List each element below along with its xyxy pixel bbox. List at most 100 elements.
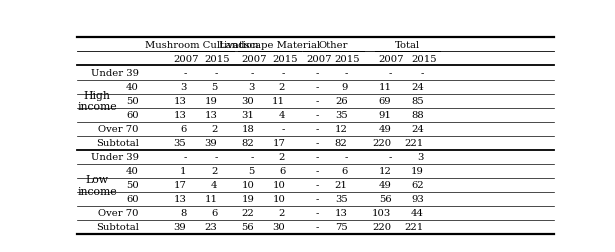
Text: 4: 4 bbox=[211, 180, 218, 190]
Text: 17: 17 bbox=[173, 180, 186, 190]
Text: Under 39: Under 39 bbox=[91, 152, 139, 162]
Text: Subtotal: Subtotal bbox=[96, 223, 139, 231]
Text: 221: 221 bbox=[405, 139, 424, 147]
Text: 1: 1 bbox=[180, 167, 186, 175]
Text: 30: 30 bbox=[272, 223, 285, 231]
Text: 5: 5 bbox=[248, 167, 254, 175]
Text: 6: 6 bbox=[180, 124, 186, 134]
Text: 49: 49 bbox=[379, 124, 391, 134]
Text: 13: 13 bbox=[173, 111, 186, 120]
Text: 23: 23 bbox=[205, 223, 218, 231]
Text: -: - bbox=[214, 152, 218, 162]
Text: -: - bbox=[282, 69, 285, 78]
Text: -: - bbox=[183, 69, 186, 78]
Text: -: - bbox=[183, 152, 186, 162]
Text: 30: 30 bbox=[242, 97, 254, 106]
Text: 50: 50 bbox=[126, 97, 139, 106]
Text: 6: 6 bbox=[341, 167, 347, 175]
Text: -: - bbox=[315, 139, 319, 147]
Text: 6: 6 bbox=[279, 167, 285, 175]
Text: 3: 3 bbox=[418, 152, 424, 162]
Text: 44: 44 bbox=[411, 208, 424, 217]
Text: 60: 60 bbox=[126, 195, 139, 203]
Text: 4: 4 bbox=[279, 111, 285, 120]
Text: 2007: 2007 bbox=[306, 55, 331, 64]
Text: 2: 2 bbox=[211, 167, 218, 175]
Text: 56: 56 bbox=[379, 195, 391, 203]
Text: Over 70: Over 70 bbox=[98, 124, 139, 134]
Text: -: - bbox=[315, 195, 319, 203]
Text: -: - bbox=[344, 69, 347, 78]
Text: 9: 9 bbox=[341, 83, 347, 92]
Text: 2015: 2015 bbox=[335, 55, 360, 64]
Text: 13: 13 bbox=[335, 208, 347, 217]
Text: 26: 26 bbox=[335, 97, 347, 106]
Text: 60: 60 bbox=[126, 111, 139, 120]
Text: 6: 6 bbox=[211, 208, 218, 217]
Text: 2: 2 bbox=[279, 152, 285, 162]
Text: 220: 220 bbox=[372, 139, 391, 147]
Text: -: - bbox=[315, 208, 319, 217]
Text: 3: 3 bbox=[248, 83, 254, 92]
Text: 13: 13 bbox=[173, 195, 186, 203]
Text: 24: 24 bbox=[411, 124, 424, 134]
Text: -: - bbox=[282, 124, 285, 134]
Text: 39: 39 bbox=[174, 223, 186, 231]
Text: 31: 31 bbox=[241, 111, 254, 120]
Text: -: - bbox=[344, 152, 347, 162]
Text: -: - bbox=[388, 152, 391, 162]
Text: 11: 11 bbox=[204, 195, 218, 203]
Text: 19: 19 bbox=[205, 97, 218, 106]
Text: -: - bbox=[315, 167, 319, 175]
Text: 82: 82 bbox=[335, 139, 347, 147]
Text: 22: 22 bbox=[242, 208, 254, 217]
Text: High
income: High income bbox=[77, 90, 117, 112]
Text: 12: 12 bbox=[379, 167, 391, 175]
Text: -: - bbox=[315, 180, 319, 190]
Text: 35: 35 bbox=[335, 111, 347, 120]
Text: 39: 39 bbox=[205, 139, 218, 147]
Text: 221: 221 bbox=[405, 223, 424, 231]
Text: Low
income: Low income bbox=[77, 174, 117, 196]
Text: 56: 56 bbox=[242, 223, 254, 231]
Text: 13: 13 bbox=[205, 111, 218, 120]
Text: 62: 62 bbox=[411, 180, 424, 190]
Text: 10: 10 bbox=[272, 195, 285, 203]
Text: -: - bbox=[315, 223, 319, 231]
Text: 10: 10 bbox=[272, 180, 285, 190]
Text: -: - bbox=[251, 69, 254, 78]
Text: 40: 40 bbox=[126, 83, 139, 92]
Text: Subtotal: Subtotal bbox=[96, 139, 139, 147]
Text: 5: 5 bbox=[211, 83, 218, 92]
Text: -: - bbox=[315, 124, 319, 134]
Text: 12: 12 bbox=[335, 124, 347, 134]
Text: 40: 40 bbox=[126, 167, 139, 175]
Text: 2007: 2007 bbox=[174, 55, 199, 64]
Text: 93: 93 bbox=[411, 195, 424, 203]
Text: Landscape Material: Landscape Material bbox=[219, 41, 320, 50]
Text: 2: 2 bbox=[211, 124, 218, 134]
Text: Other: Other bbox=[319, 41, 348, 50]
Text: 18: 18 bbox=[241, 124, 254, 134]
Text: 17: 17 bbox=[272, 139, 285, 147]
Text: 19: 19 bbox=[411, 167, 424, 175]
Text: 11: 11 bbox=[378, 83, 391, 92]
Text: 49: 49 bbox=[379, 180, 391, 190]
Text: Under 39: Under 39 bbox=[91, 69, 139, 78]
Text: 75: 75 bbox=[335, 223, 347, 231]
Text: 21: 21 bbox=[335, 180, 347, 190]
Text: -: - bbox=[315, 152, 319, 162]
Text: 3: 3 bbox=[180, 83, 186, 92]
Text: 103: 103 bbox=[372, 208, 391, 217]
Text: Total: Total bbox=[395, 41, 420, 50]
Text: 19: 19 bbox=[241, 195, 254, 203]
Text: 8: 8 bbox=[180, 208, 186, 217]
Text: -: - bbox=[214, 69, 218, 78]
Text: -: - bbox=[388, 69, 391, 78]
Text: -: - bbox=[421, 69, 424, 78]
Text: 91: 91 bbox=[379, 111, 391, 120]
Text: 50: 50 bbox=[126, 180, 139, 190]
Text: -: - bbox=[315, 97, 319, 106]
Text: Mushroom Cultivation: Mushroom Cultivation bbox=[145, 41, 259, 50]
Text: 220: 220 bbox=[372, 223, 391, 231]
